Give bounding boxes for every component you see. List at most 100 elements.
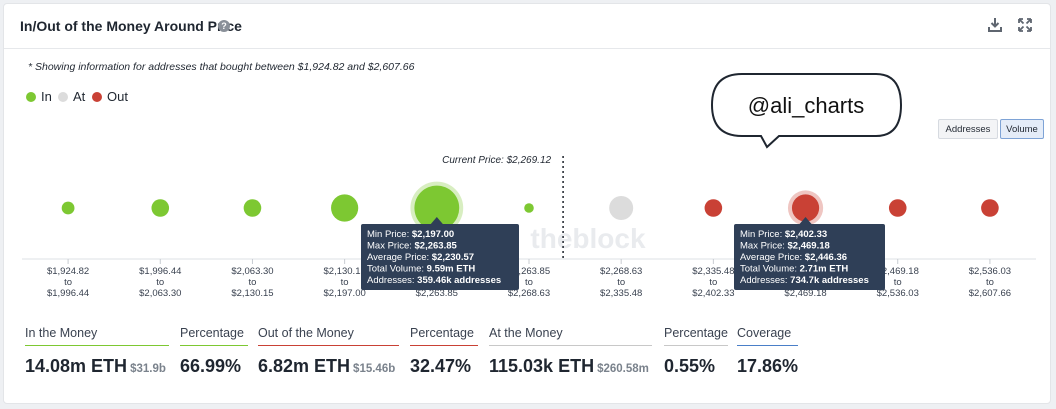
stat-sub: $15.46b xyxy=(353,363,396,375)
legend-dot-at xyxy=(58,92,68,102)
stat-label: Coverage xyxy=(737,326,798,346)
volume-toggle[interactable]: Volume xyxy=(1000,119,1044,139)
x-tick-label-to-value: $2,402.33 xyxy=(692,288,734,299)
stat-value: 32.47% xyxy=(410,356,478,377)
watermark: theblock xyxy=(530,223,646,254)
legend-dot-out xyxy=(92,92,102,102)
x-tick-label-from: $1,996.44 xyxy=(139,266,181,277)
x-tick-label-to: to xyxy=(894,277,902,288)
bubble-in xyxy=(243,199,262,217)
x-tick-label-to: to xyxy=(341,277,349,288)
stat-main: 17.86% xyxy=(737,356,799,376)
current-price-label: Current Price: $2,269.12 xyxy=(442,155,551,166)
tooltip-line-value: $2,230.57 xyxy=(432,252,474,263)
speech-bubble-text: @ali_charts xyxy=(748,93,865,118)
x-tick-label-to-value: $2,197.00 xyxy=(324,288,366,299)
stat-label: At the Money xyxy=(489,326,652,346)
x-tick-label-to: to xyxy=(64,277,72,288)
speech-bubble xyxy=(710,73,903,149)
stat-label: In the Money xyxy=(25,326,169,346)
stat-in-the-money: In the Money 14.08m ETH $31.9b xyxy=(25,326,169,377)
tooltip-line: Total Volume: 9.59m ETH xyxy=(367,264,475,275)
tooltip-line: Total Volume: 2.71m ETH xyxy=(740,264,848,275)
stat-main: 14.08m ETH xyxy=(25,356,128,376)
x-tick-label-from: $2,335.48 xyxy=(692,266,734,277)
x-tick-label-to: to xyxy=(156,277,164,288)
bubble-chart: theblock$1,924.82to$1,996.44$1,996.44to$… xyxy=(22,73,1036,299)
help-icon[interactable]: ? xyxy=(218,20,230,32)
x-tick-label-from: $2,130.15 xyxy=(324,266,366,277)
download-icon[interactable] xyxy=(986,16,1004,34)
x-tick-label-to-value: $2,063.30 xyxy=(139,288,181,299)
tooltip-line-value: $2,402.33 xyxy=(785,229,827,240)
x-tick-label-from: $2,063.30 xyxy=(231,266,273,277)
bubble-out xyxy=(791,194,820,222)
x-tick-label-to-value: $2,536.03 xyxy=(877,288,919,299)
tooltip-line: Min Price: $2,402.33 xyxy=(740,229,827,240)
x-tick-label-to-value: $2,335.48 xyxy=(600,288,642,299)
bubble-in xyxy=(61,201,75,215)
x-tick-label-from: $1,924.82 xyxy=(47,266,89,277)
stat-at-the-money: At the Money 115.03k ETH $260.58m xyxy=(489,326,652,377)
tooltip-line-value: 2.71m ETH xyxy=(800,264,849,275)
legend-item-at[interactable]: At xyxy=(58,89,85,104)
stat-value: 6.82m ETH $15.46b xyxy=(258,356,399,377)
tooltip-line-label: Addresses: xyxy=(740,275,790,286)
stat-out-percentage: Percentage 32.47% xyxy=(410,326,478,377)
stat-in-percentage: Percentage 66.99% xyxy=(180,326,248,377)
stat-value: 17.86% xyxy=(737,356,798,377)
tooltip-line-value: $2,446.36 xyxy=(805,252,847,263)
expand-icon[interactable] xyxy=(1016,16,1034,34)
stat-label: Out of the Money xyxy=(258,326,399,346)
tooltip-line-label: Min Price: xyxy=(740,229,785,240)
tooltip-arrow xyxy=(430,217,443,224)
tooltip-line: Min Price: $2,197.00 xyxy=(367,229,454,240)
tooltip-line-label: Addresses: xyxy=(367,275,417,286)
tooltip-line-label: Average Price: xyxy=(367,252,432,263)
legend-label-at: At xyxy=(73,89,86,104)
tooltip-line: Average Price: $2,446.36 xyxy=(740,252,847,263)
stat-label: Percentage xyxy=(410,326,478,346)
x-tick-label-to: to xyxy=(248,277,256,288)
tooltip-line-value: $2,197.00 xyxy=(412,229,454,240)
tooltip-line-value: $2,469.18 xyxy=(788,241,830,252)
tooltip-line-label: Total Volume: xyxy=(740,264,800,275)
tooltip-line: Addresses: 359.46k addresses xyxy=(367,275,501,286)
stat-main: 0.55% xyxy=(664,356,716,376)
tooltip xyxy=(361,224,519,290)
legend-item-in[interactable]: In xyxy=(26,89,52,104)
stat-value: 0.55% xyxy=(664,356,728,377)
stat-main: 66.99% xyxy=(180,356,242,376)
stat-label: Percentage xyxy=(180,326,248,346)
x-tick-label-from: $2,268.63 xyxy=(600,266,642,277)
card-header: In/Out of the Money Around Price ? xyxy=(4,4,1050,49)
bubble-in xyxy=(414,185,460,231)
chart-card: In/Out of the Money Around Price ? * Sho… xyxy=(3,3,1051,404)
x-tick-label-from: $2,536.03 xyxy=(969,266,1011,277)
tooltip-line-label: Max Price: xyxy=(367,241,415,252)
bubble-out xyxy=(981,199,999,217)
x-tick-label-to-value: $2,469.18 xyxy=(784,288,826,299)
stat-out-of-the-money: Out of the Money 6.82m ETH $15.46b xyxy=(258,326,399,377)
stat-coverage: Coverage 17.86% xyxy=(737,326,798,377)
x-tick-label-to-value: $2,268.63 xyxy=(508,288,550,299)
stat-at-percentage: Percentage 0.55% xyxy=(664,326,728,377)
stat-main: 32.47% xyxy=(410,356,472,376)
addresses-toggle[interactable]: Addresses xyxy=(938,119,998,139)
tooltip-line: Max Price: $2,469.18 xyxy=(740,241,830,252)
x-tick-label-to-value: $2,130.15 xyxy=(231,288,273,299)
tooltip-line-value: 734.7k addresses xyxy=(790,275,869,286)
tooltip-line-label: Average Price: xyxy=(740,252,805,263)
stat-value: 115.03k ETH $260.58m xyxy=(489,356,652,377)
legend-label-out: Out xyxy=(107,89,128,104)
stat-value: 14.08m ETH $31.9b xyxy=(25,356,169,377)
x-tick-label-from: $2,263.85 xyxy=(508,266,550,277)
legend-item-out[interactable]: Out xyxy=(92,89,128,104)
tooltip-line: Max Price: $2,263.85 xyxy=(367,241,457,252)
x-tick-label-to: to xyxy=(709,277,717,288)
tooltip-line-value: $2,263.85 xyxy=(415,241,458,252)
x-tick-label-to: to xyxy=(525,277,533,288)
bubble-in xyxy=(331,194,359,222)
tooltip-line-label: Min Price: xyxy=(367,229,412,240)
tooltip xyxy=(734,224,885,290)
